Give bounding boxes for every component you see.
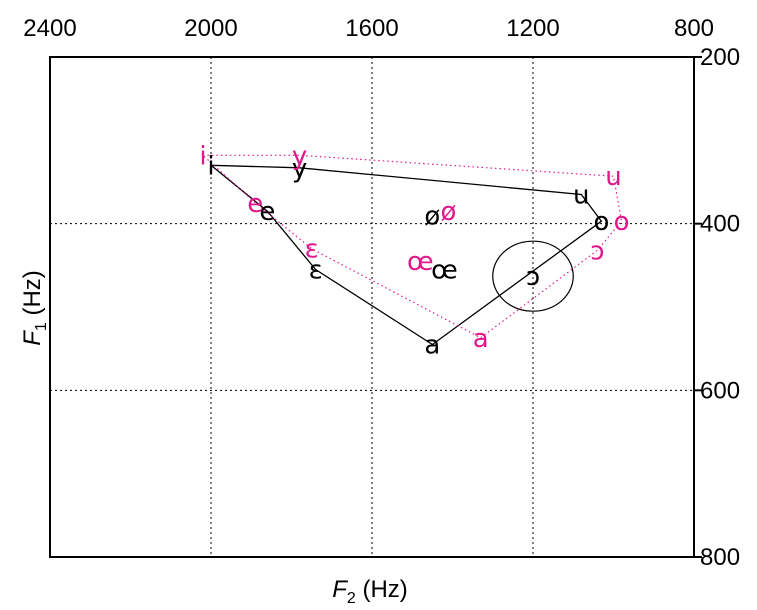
x-tick-label: 2000 <box>184 15 237 42</box>
y-tick-label: 400 <box>700 211 740 238</box>
vowel-point: i <box>199 141 206 171</box>
vowel-point: o <box>593 207 609 237</box>
dispersion-ellipse <box>492 240 574 312</box>
series-polygons <box>202 154 623 346</box>
vowel-point: ɔ <box>590 236 604 266</box>
vowel-point: i <box>207 151 214 181</box>
grid-lines <box>50 57 694 557</box>
x-axis-label: F2 (Hz) <box>332 576 408 607</box>
vowel-point: e <box>247 189 263 219</box>
vowel-point: a <box>473 324 489 354</box>
vowel-point: e <box>259 197 275 227</box>
vowel-point: o <box>614 207 630 237</box>
x-tick-label: 1600 <box>345 15 398 42</box>
y-tick-label: 200 <box>700 44 740 71</box>
vowel-point: ɛ <box>309 256 323 286</box>
vowel-point: ɛ <box>305 235 319 265</box>
vowel-point: y <box>292 154 307 184</box>
x-tick-label: 1200 <box>506 15 559 42</box>
vowel-point: œ <box>407 247 434 277</box>
vowel-point: ɔ <box>526 262 540 292</box>
y-axis-label: F1 (Hz) <box>19 270 50 346</box>
vowel-point: ø <box>441 197 457 227</box>
x-tick-label: 2400 <box>23 15 76 42</box>
plot-frame <box>49 56 695 558</box>
vowel-point: ø <box>424 201 440 231</box>
y-tick-label: 600 <box>700 377 740 404</box>
vowel-point: u <box>573 181 589 211</box>
series-1-polygon <box>210 164 603 346</box>
y-tick-label: 800 <box>700 544 740 571</box>
vowel-point: a <box>424 331 440 361</box>
x-tick-label: 800 <box>674 15 714 42</box>
vowel-point: œ <box>431 256 458 286</box>
vowel-point: y <box>292 141 307 171</box>
vowel-point: u <box>605 162 621 192</box>
